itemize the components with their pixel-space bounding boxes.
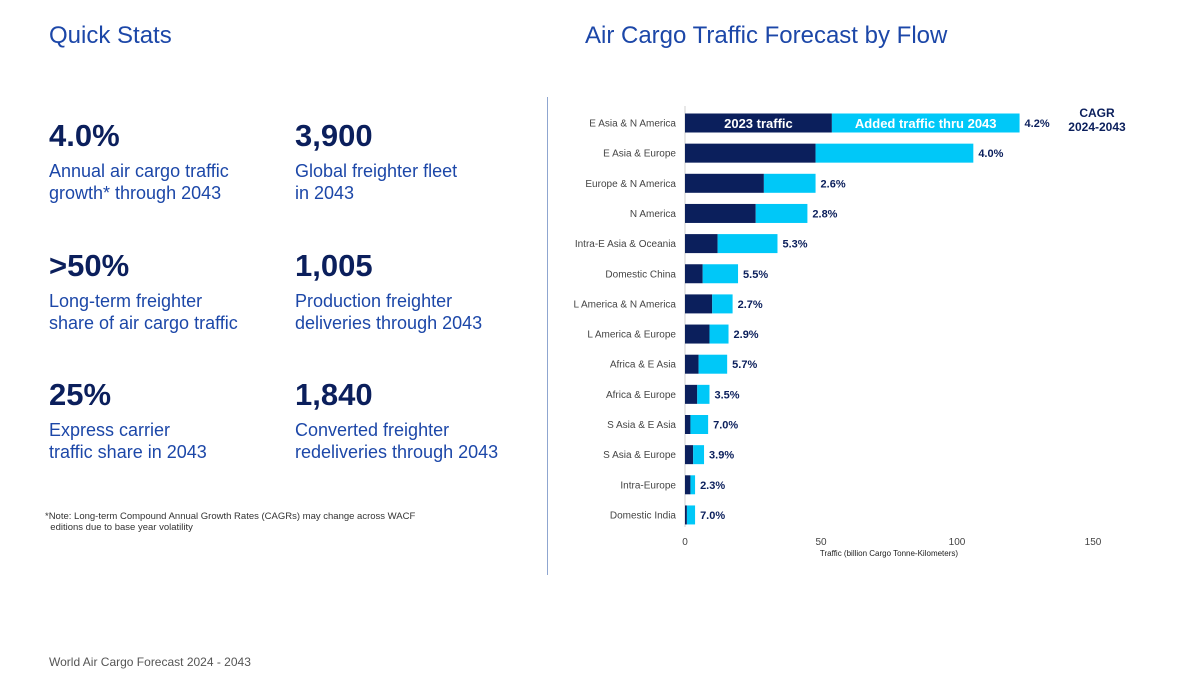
category-label: Europe & N America (585, 179, 676, 190)
bar-2023-traffic (685, 264, 703, 284)
bar-2023-traffic (685, 415, 691, 434)
bar-added-traffic (702, 264, 739, 284)
bar-2023-traffic (685, 143, 816, 163)
bar-2023-traffic (685, 173, 764, 193)
stat-express-share: 25% Express carrier traffic share in 2043 (49, 377, 207, 463)
footer: World Air Cargo Forecast 2024 - 2043 (49, 655, 251, 669)
stat-value: 1,005 (295, 248, 373, 283)
stat-freighter-share: >50% Long-term freighter share of air car… (49, 248, 238, 334)
category-label: Domestic China (605, 269, 676, 280)
stat-value: >50% (49, 248, 130, 283)
stat-desc: traffic share in 2043 (49, 442, 207, 462)
category-label: Intra-Europe (620, 480, 676, 491)
category-label: L America & N America (574, 299, 677, 310)
cagr-label: 2.7% (738, 299, 763, 311)
cagr-label: 5.7% (732, 359, 757, 371)
stat-production-deliveries: 1,005 Production freighter deliveries thr… (295, 248, 482, 334)
category-label: L America & Europe (587, 330, 676, 341)
stat-desc: redeliveries through 2043 (295, 442, 499, 462)
legend-added-traffic: Added traffic thru 2043 (855, 116, 997, 131)
stat-value: 1,840 (295, 377, 373, 412)
cagr-label: 2.6% (821, 178, 846, 190)
bar-added-traffic (763, 173, 816, 193)
category-label: Africa & E Asia (610, 360, 677, 371)
bar-added-traffic (690, 475, 696, 495)
category-label: Domestic India (610, 510, 677, 521)
bar-added-traffic (815, 143, 974, 163)
stat-desc: Annual air cargo traffic (49, 161, 229, 181)
bar-2023-traffic (685, 354, 699, 374)
bar-added-traffic (831, 113, 1020, 133)
bar-2023-traffic (685, 324, 710, 344)
bar-2023-traffic (685, 294, 713, 314)
cagr-label: 5.5% (743, 269, 768, 281)
cagr-header-years: 2024-2043 (1068, 120, 1126, 134)
cagr-label: 4.0% (978, 148, 1003, 160)
bar-2023-traffic (685, 445, 694, 465)
bar-added-traffic (712, 294, 733, 314)
bar-added-traffic (693, 445, 705, 465)
category-label: Intra-E Asia & Oceania (575, 239, 677, 250)
cagr-label: 3.9% (709, 450, 734, 462)
stat-value: 4.0% (49, 118, 120, 153)
bar-added-traffic (697, 384, 710, 404)
category-label: E Asia & Europe (603, 149, 676, 160)
stat-freighter-fleet: 3,900 Global freighter fleet in 2043 (295, 118, 457, 204)
stat-value: 25% (49, 377, 112, 412)
legend-2023-traffic: 2023 traffic (724, 116, 793, 131)
x-tick-label: 0 (682, 537, 688, 548)
cagr-label: 2.3% (700, 480, 725, 492)
bar-added-traffic (690, 415, 709, 434)
bar-added-traffic (698, 354, 728, 374)
chart-title: Air Cargo Traffic Forecast by Flow (585, 22, 948, 49)
stat-desc: deliveries through 2043 (295, 313, 483, 333)
bar-added-traffic (755, 203, 808, 223)
category-label: S Asia & Europe (603, 450, 676, 461)
category-label: E Asia & N America (589, 119, 676, 130)
bar-2023-traffic (685, 234, 718, 254)
bar-2023-traffic (685, 475, 691, 495)
stat-desc: Converted freighter (295, 420, 450, 440)
stat-desc: Long-term freighter (49, 291, 203, 311)
x-tick-label: 150 (1085, 537, 1102, 548)
divider (547, 97, 548, 575)
bar-2023-traffic (685, 505, 687, 525)
cagr-label: 7.0% (713, 420, 738, 432)
bar-2023-traffic (685, 384, 698, 404)
bar-added-traffic (717, 234, 778, 254)
stat-desc: in 2043 (295, 183, 355, 203)
x-tick-label: 50 (815, 537, 827, 548)
x-axis-title: Traffic (billion Cargo Tonne-Kilometers) (820, 549, 958, 558)
category-label: S Asia & E Asia (607, 420, 676, 431)
cagr-label: 2.9% (734, 329, 759, 341)
bar-added-traffic (686, 505, 696, 525)
cagr-label: 7.0% (700, 510, 725, 522)
stat-desc: Global freighter fleet (295, 161, 458, 181)
stat-desc: share of air cargo traffic (49, 313, 238, 333)
stat-value: 3,900 (295, 118, 373, 153)
x-tick-label: 100 (949, 537, 966, 548)
category-label: Africa & Europe (606, 390, 676, 401)
stat-converted-redeliveries: 1,840 Converted freighter redeliveries th… (295, 377, 498, 463)
category-label: N America (630, 209, 677, 220)
bar-2023-traffic (685, 203, 756, 223)
cagr-header: CAGR (1079, 106, 1115, 120)
footnote: *Note: Long-term Compound Annual Growth … (45, 511, 416, 533)
stat-desc: Express carrier (49, 420, 171, 440)
cagr-label: 2.8% (812, 208, 837, 220)
quick-stats-title: Quick Stats (49, 22, 172, 49)
stat-traffic-growth: 4.0% Annual air cargo traffic growth* thr… (49, 118, 229, 204)
bar-2023-traffic (685, 113, 832, 133)
cagr-label: 3.5% (714, 389, 739, 401)
stat-desc: growth* through 2043 (49, 183, 222, 203)
cagr-label: 4.2% (1025, 118, 1050, 130)
stat-desc: Production freighter (295, 291, 453, 311)
cagr-label: 5.3% (782, 239, 807, 251)
bar-added-traffic (709, 324, 729, 344)
